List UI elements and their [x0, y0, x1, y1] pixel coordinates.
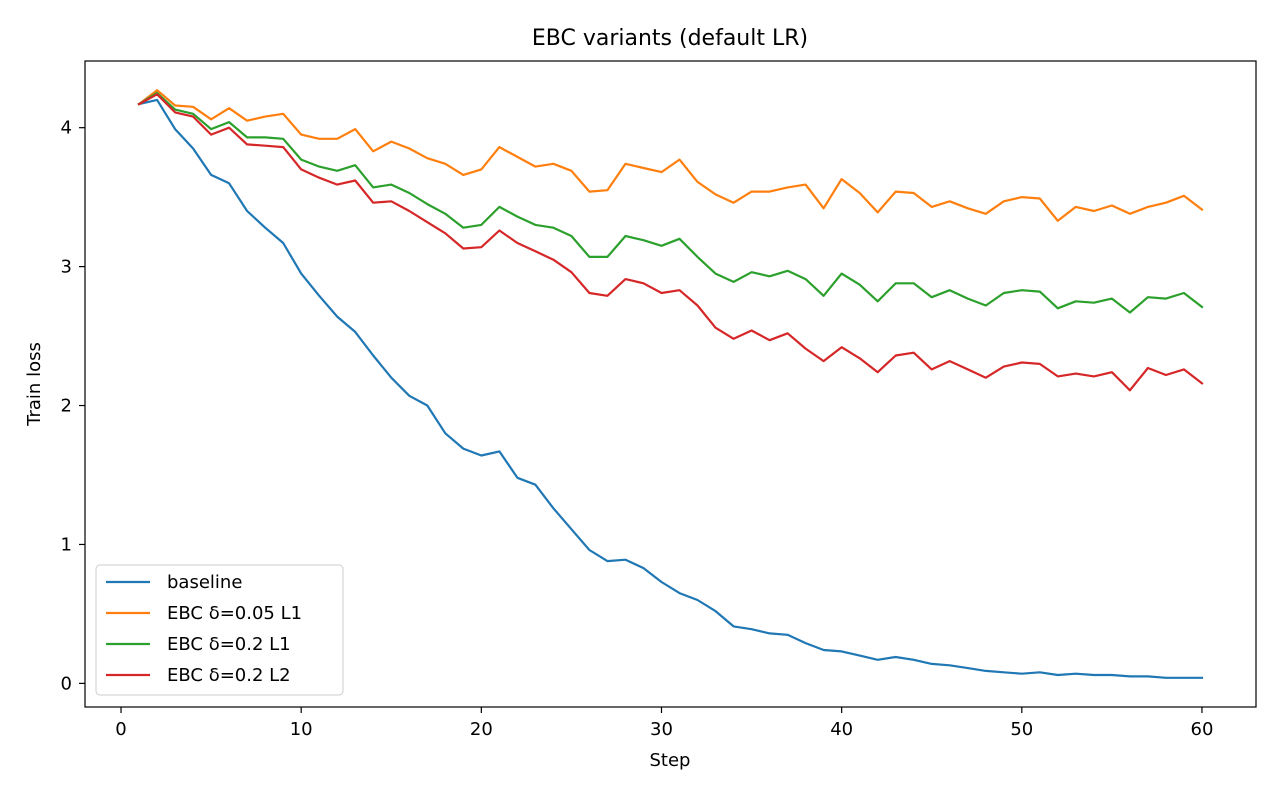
x-axis-label: Step: [650, 750, 691, 771]
series-lines: [137, 89, 1204, 679]
legend-label-3: EBC δ=0.2 L2: [167, 665, 291, 686]
x-tick-label: 40: [830, 719, 853, 740]
series-line-0: [137, 98, 1204, 679]
legend: baseline EBC δ=0.05 L1 EBC δ=0.2 L1 EBC δ=0…: [95, 564, 344, 696]
y-tick-label: 3: [61, 257, 72, 278]
y-axis-ticks: 0 1 2 3 4: [61, 118, 85, 694]
x-tick-label: 20: [470, 719, 493, 740]
x-tick-label: 0: [115, 719, 126, 740]
x-tick-label: 50: [1010, 719, 1033, 740]
plot-frame: [84, 60, 1257, 708]
x-tick-label: 60: [1191, 719, 1214, 740]
series-line-3: [137, 93, 1204, 392]
x-tick-label: 30: [650, 719, 673, 740]
chart-title: EBC variants (default LR): [532, 26, 808, 51]
y-tick-label: 0: [61, 673, 72, 694]
series-line-2: [137, 91, 1204, 314]
legend-box: [95, 564, 344, 696]
y-tick-label: 1: [61, 534, 72, 555]
x-axis-ticks: 0 10 20 30 40 50 60: [115, 707, 1213, 740]
y-tick-label: 4: [61, 118, 72, 139]
x-tick-label: 10: [290, 719, 313, 740]
legend-label-2: EBC δ=0.2 L1: [167, 634, 291, 655]
series-line-1: [137, 89, 1204, 222]
legend-label-0: baseline: [167, 572, 242, 593]
legend-label-1: EBC δ=0.05 L1: [167, 603, 302, 624]
y-tick-label: 2: [61, 396, 72, 417]
y-axis-label: Train loss: [24, 342, 45, 427]
